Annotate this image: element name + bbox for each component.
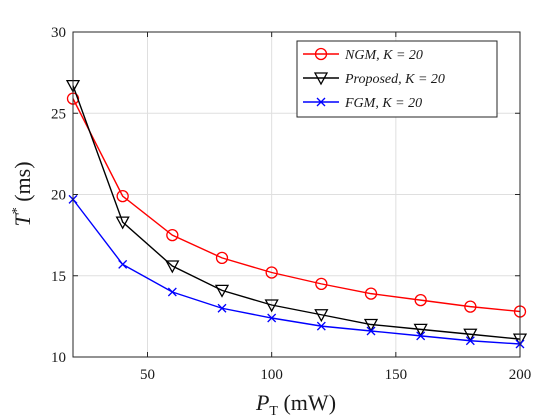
tick-labels: 50 100 150 200 10 15 20 25 30: [51, 25, 531, 383]
data-point-x: [366, 326, 376, 336]
x-tick-label: 50: [140, 367, 155, 383]
data-point-circle: [116, 189, 129, 203]
data-point-triangle: [165, 260, 180, 274]
data-point-circle: [315, 277, 328, 291]
data-point-triangle: [264, 299, 279, 313]
data-point-circle: [265, 266, 278, 279]
data-point-circle: [166, 228, 179, 242]
data-point-x: [267, 313, 277, 323]
data-point-circle: [464, 300, 477, 313]
data-point-triangle: [413, 323, 428, 337]
y-tick-label: 10: [51, 350, 66, 366]
legend-label: NGM, K = 20: [344, 48, 423, 63]
y-tick-label: 25: [51, 106, 66, 122]
series-line: [72, 98, 521, 313]
x-tick-label: 150: [385, 367, 408, 383]
data-point-circle: [364, 287, 378, 300]
data-point-triangle: [314, 309, 329, 323]
legend-entry-0: NGM, K = 20: [303, 47, 423, 63]
data-point-circle: [314, 47, 328, 61]
legend-entry-1: Proposed, K = 20: [303, 72, 445, 87]
series-line: [72, 85, 521, 340]
y-tick-label: 20: [51, 188, 66, 204]
x-tick-label: 100: [260, 367, 283, 383]
data-point-circle: [414, 293, 427, 307]
data-point-x: [167, 287, 177, 297]
y-tick-label: 15: [51, 269, 66, 285]
x-tick-label: 200: [509, 367, 532, 383]
y-tick-label: 30: [51, 25, 66, 41]
data-point-triangle: [115, 216, 130, 230]
legend-label: Proposed, K = 20: [344, 72, 445, 87]
data-point-triangle: [463, 328, 478, 342]
data-point-x: [316, 321, 326, 331]
data-point-circle: [215, 251, 229, 265]
data-point-triangle: [363, 318, 379, 332]
data-point-x: [316, 97, 326, 107]
legend-entry-2: FGM, K = 20: [303, 96, 422, 111]
data-point-x: [118, 259, 128, 269]
x-axis-label: PT (mW): [255, 390, 336, 419]
data-point-x: [217, 303, 227, 313]
y-axis-label: T* (ms): [10, 161, 35, 226]
data-point-triangle: [313, 72, 329, 86]
series-line: [72, 198, 521, 345]
data-point-x: [465, 336, 475, 346]
x-label-symbol: P: [255, 390, 269, 415]
axis-ticks: [73, 31, 521, 358]
legend-label: FGM, K = 20: [344, 96, 422, 111]
data-point-x: [416, 331, 426, 341]
data-point-triangle: [214, 284, 230, 298]
legend: NGM, K = 20 Proposed, K = 20 FGM, K = 20: [296, 40, 498, 118]
